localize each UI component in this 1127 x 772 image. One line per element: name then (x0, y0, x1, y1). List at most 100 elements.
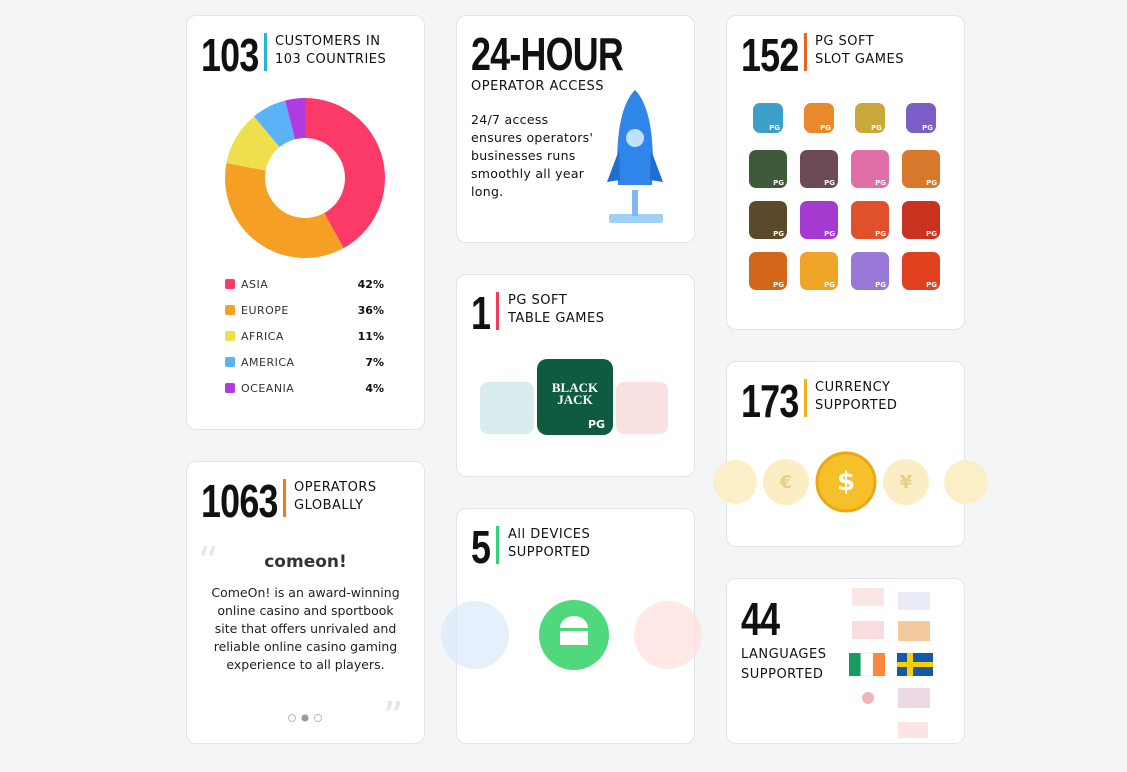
label-line: PG SOFT (815, 34, 875, 49)
label-line: TABLE GAMES (508, 311, 605, 326)
label-line: SUPPORTED (741, 667, 824, 682)
accent-bar (496, 526, 499, 564)
stat-label: PG SOFT SLOT GAMES (815, 33, 904, 69)
slot-game-icon (851, 252, 889, 290)
stat-number: 152 (741, 29, 799, 81)
html5-icon (634, 601, 702, 669)
windows-icon (441, 601, 509, 669)
slot-game-icon (800, 252, 838, 290)
slot-game-icon (851, 201, 889, 239)
accent-bar (496, 292, 499, 330)
legend-value: 4% (365, 382, 384, 395)
slot-game-icon (855, 103, 885, 133)
label-line: PG SOFT (508, 293, 568, 308)
quote-mark: ” (383, 694, 404, 740)
pg-badge: PG (875, 281, 886, 289)
stat-label: CUSTOMERS IN 103 COUNTRIES (275, 33, 386, 69)
legend-value: 42% (358, 278, 384, 291)
accent-bar (804, 379, 807, 417)
label-line: CUSTOMERS IN (275, 34, 381, 49)
game-icon (616, 382, 668, 434)
label-line: LANGUAGES (741, 647, 827, 662)
access-card (456, 15, 695, 243)
pg-badge: PG (773, 179, 784, 187)
slot-game-icon (902, 201, 940, 239)
slot-game-icon (804, 103, 834, 133)
coin (763, 459, 809, 505)
label-line: All DEVICES (508, 527, 591, 542)
legend-swatch (225, 383, 235, 393)
pg-badge: PG (773, 281, 784, 289)
brand-logo: comeon! (264, 552, 347, 572)
slot-game-icon (800, 201, 838, 239)
icon-title-line: BLACK (551, 380, 599, 395)
accent-bar (264, 33, 267, 71)
legend-swatch (225, 331, 235, 341)
accent-bar (804, 33, 807, 71)
label-line: 103 COUNTRIES (275, 52, 387, 67)
slot-game-icon (851, 150, 889, 188)
stat-number: 103 (201, 29, 259, 81)
blackjack-icon (537, 359, 613, 435)
stat-number: 5 (471, 521, 491, 573)
legend-label: EUROPE (241, 304, 289, 317)
pg-badge: PG (871, 124, 882, 132)
carousel-dot[interactable] (288, 714, 296, 722)
carousel-dot[interactable] (301, 714, 309, 722)
rocket-icon (607, 90, 663, 223)
label-line: OPERATORS (294, 480, 377, 495)
legend-label: AMERICA (241, 356, 295, 369)
coin (944, 460, 988, 504)
stat-number: 1 (471, 287, 491, 339)
stat-label: LANGUAGES SUPPORTED (741, 645, 826, 685)
currency-symbol: ¥ (900, 472, 913, 493)
stat-label: All DEVICES SUPPORTED (508, 526, 590, 562)
accent-bar (283, 479, 286, 517)
donut-segment (226, 116, 280, 171)
coin (713, 460, 757, 504)
legend-label: ASIA (241, 278, 268, 291)
coin (815, 451, 877, 513)
stat-number: 24-HOUR (471, 28, 624, 80)
carousel-dot[interactable] (314, 714, 322, 722)
pg-badge: PG (875, 179, 886, 187)
currency-symbol: € (779, 472, 793, 493)
slot-game-icon (800, 150, 838, 188)
slot-game-icon (753, 103, 783, 133)
donut-segment (305, 98, 385, 249)
slot-game-icon (902, 252, 940, 290)
slot-game-icon (906, 103, 936, 133)
stat-label: OPERATOR ACCESS (471, 79, 605, 94)
legend-label: OCEANIA (241, 382, 294, 395)
pg-badge: PG (926, 281, 937, 289)
legend-value: 11% (358, 330, 384, 343)
coin (883, 459, 929, 505)
quote-mark: “ (198, 539, 219, 585)
pg-badge: PG (922, 124, 933, 132)
operators-card (186, 461, 425, 744)
label-line: SLOT GAMES (815, 52, 904, 67)
slot-game-icon (749, 201, 787, 239)
quote-text: ComeOn! is an award-winning online casin… (211, 585, 400, 672)
game-icon (480, 382, 534, 434)
stat-number: 44 (741, 593, 780, 645)
stat-number: 173 (741, 375, 799, 427)
pg-badge: PG (926, 179, 937, 187)
legend-value: 36% (358, 304, 384, 317)
pg-badge: PG (824, 230, 835, 238)
pg-badge: PG (588, 418, 606, 431)
pg-badge: PG (926, 230, 937, 238)
legend-label: AFRICA (241, 330, 284, 343)
legend-swatch (225, 279, 235, 289)
legend-value: 7% (365, 356, 384, 369)
legend-swatch (225, 357, 235, 367)
pg-badge: PG (769, 124, 780, 132)
label-line: SUPPORTED (508, 545, 591, 560)
pg-badge: PG (773, 230, 784, 238)
icon-title: BLACK JACK (537, 380, 613, 406)
pg-badge: PG (820, 124, 831, 132)
donut-segment (254, 100, 296, 148)
slot-game-icon (902, 150, 940, 188)
